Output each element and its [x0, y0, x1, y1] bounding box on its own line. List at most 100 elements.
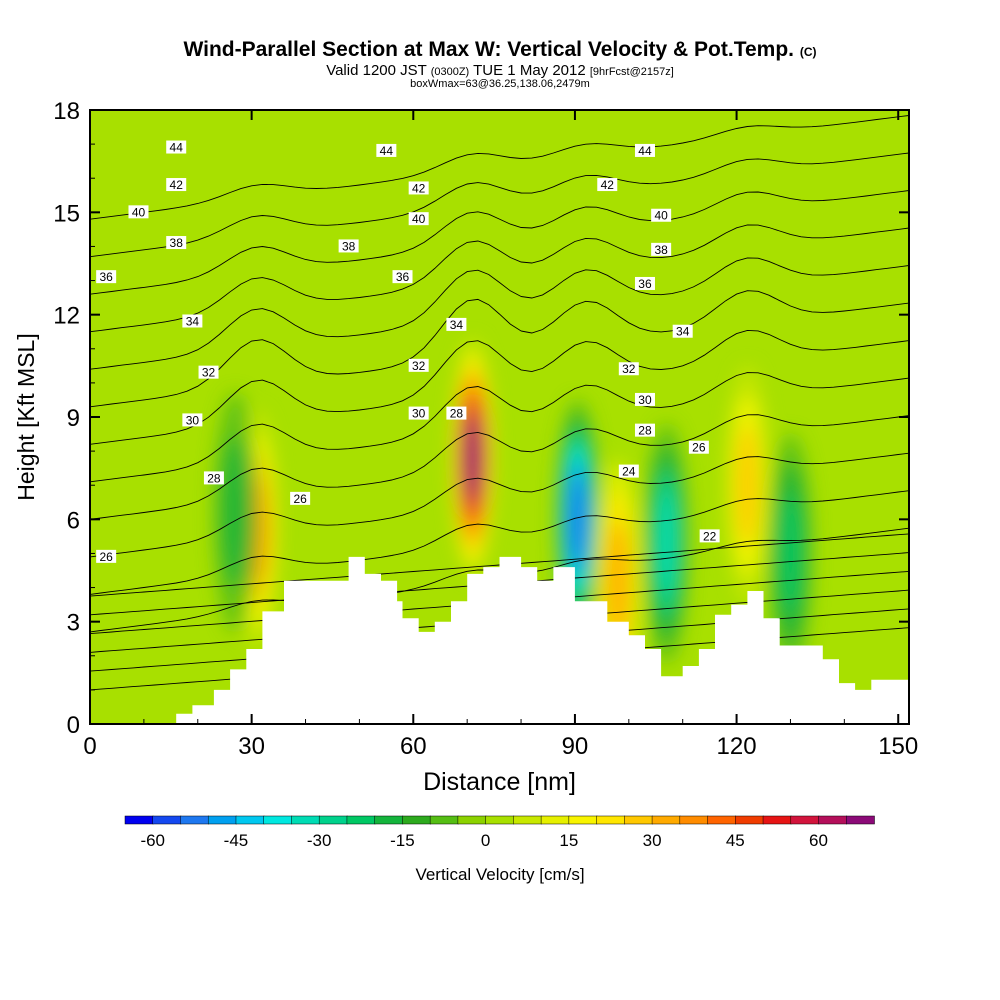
colorbar-swatch: [568, 815, 598, 825]
colorbar-tick-label: 30: [643, 831, 662, 850]
contour-label-3: 42: [166, 178, 187, 192]
y-tick-label: 12: [53, 303, 80, 330]
colorbar-swatch: [596, 815, 626, 825]
contour-label-bg: [182, 314, 203, 328]
contour-label-17: 34: [672, 324, 693, 339]
velocity-feature-6-level-3: [779, 493, 802, 614]
contour-label-12: 36: [96, 270, 117, 284]
contour-label-2: 44: [634, 143, 655, 158]
contour-label-13: 36: [392, 270, 413, 284]
contour-label-text: 34: [450, 318, 464, 332]
valid-time: Valid 1200 JST: [326, 62, 427, 79]
contour-label-20: 32: [618, 362, 639, 376]
contour-label-bg: [618, 362, 639, 376]
colorbar-swatch: [735, 815, 764, 825]
y-tick-label: 3: [67, 610, 80, 637]
contour-label-16: 34: [446, 317, 467, 332]
contour-label-text: 36: [99, 270, 113, 284]
contour-label-24: 28: [203, 471, 224, 485]
contour-label-text: 34: [186, 314, 200, 328]
contour-label-text: 42: [170, 178, 184, 192]
copyright-mark: (C): [799, 45, 817, 59]
colorbar-swatch: [346, 815, 376, 825]
contour-label-6: 40: [128, 205, 149, 219]
theta-contour-40: [90, 190, 909, 295]
contour-label-text: 26: [692, 441, 706, 455]
colorbar-label: Vertical Velocity [cm/s]: [415, 865, 584, 884]
contour-label-bg: [688, 440, 709, 454]
colorbar-swatch: [207, 815, 237, 825]
theta-contour-24: [90, 490, 909, 595]
colorbar-tick-label: -15: [390, 831, 415, 850]
contour-label-text: 30: [186, 413, 200, 427]
contour-label-text: 36: [396, 270, 410, 284]
colorbar-swatch: [762, 815, 792, 825]
contour-label-26: 28: [634, 423, 655, 438]
colorbar-tick-label: -45: [224, 831, 249, 850]
contour-label-text: 26: [293, 492, 307, 506]
contour-label-0: 44: [166, 140, 187, 155]
contour-label-bg: [290, 491, 311, 505]
colorbar-swatch: [402, 815, 431, 825]
contour-label-text: 30: [412, 407, 426, 421]
theta-contour-28: [90, 414, 909, 520]
valid-date: TUE 1 May 2012: [473, 62, 586, 79]
contour-label-bg: [182, 413, 203, 427]
contour-label-bg: [651, 242, 672, 256]
colorbar-swatch: [291, 815, 320, 825]
colorbar-swatch: [374, 815, 404, 825]
contour-label-14: 36: [634, 276, 655, 291]
contour-label-bg: [166, 178, 187, 192]
contour-label-bg: [597, 178, 618, 192]
contour-label-bg: [634, 143, 655, 157]
theta-contour-38: [90, 224, 909, 333]
theta-contour-42: [90, 152, 909, 258]
colorbar-swatch: [457, 815, 487, 825]
contour-label-11: 38: [651, 242, 672, 257]
theta-contour-34: [90, 290, 909, 408]
theta-contour-26: [90, 452, 909, 558]
contour-label-text: 40: [412, 212, 426, 226]
valid-utc: (0300Z): [430, 66, 470, 78]
contour-label-bg: [203, 471, 224, 485]
contour-label-text: 28: [450, 407, 464, 421]
contour-label-30: 24: [618, 464, 639, 479]
colorbar-swatch: [180, 815, 209, 825]
x-tick-label: 30: [238, 733, 265, 760]
contour-label-text: 42: [412, 181, 426, 195]
contour-label-bg: [392, 270, 413, 284]
colorbar-swatch: [651, 815, 681, 825]
velocity-feature-3-level-3: [606, 520, 630, 641]
terrain-mask: [90, 556, 909, 724]
contour-label-text: 36: [638, 277, 652, 291]
x-tick-label: 90: [562, 733, 589, 760]
velocity-feature-4-level-4: [656, 490, 677, 596]
contour-label-bg: [408, 406, 429, 420]
contour-label-4: 42: [408, 181, 429, 195]
colorbar-tick-label: -30: [307, 831, 332, 850]
contour-label-text: 42: [601, 178, 615, 192]
x-tick-label: 0: [83, 733, 96, 760]
contour-label-text: 24: [622, 465, 636, 479]
contour-label-bg: [699, 529, 720, 543]
contour-label-bg: [128, 205, 149, 219]
chart-title-text: Wind-Parallel Section at Max W: Vertical…: [183, 38, 794, 61]
colorbar-swatch: [429, 815, 459, 825]
contour-label-text: 44: [170, 141, 184, 155]
colorbar-tick-label: 60: [809, 831, 828, 850]
y-tick-label: 6: [67, 507, 80, 534]
contour-label-bg: [408, 358, 429, 372]
contour-label-5: 42: [597, 178, 618, 192]
colorbar-tick-label: 0: [481, 831, 490, 850]
velocity-features: [213, 337, 813, 701]
colorbar-swatch: [540, 815, 570, 825]
contour-label-text: 32: [622, 362, 636, 376]
theta-contour-36: [90, 257, 909, 370]
contour-label-text: 38: [342, 239, 356, 253]
contour-label-bg: [96, 549, 117, 563]
x-axis-label: Distance [nm]: [423, 768, 576, 796]
colorbar: -60 -45 -30 -15 0 15 30 45 60 Vertical Velocity […: [124, 815, 875, 884]
colorbar-swatch: [263, 815, 293, 825]
colorbar-swatch: [513, 815, 542, 825]
contour-label-23: 30: [634, 392, 655, 407]
